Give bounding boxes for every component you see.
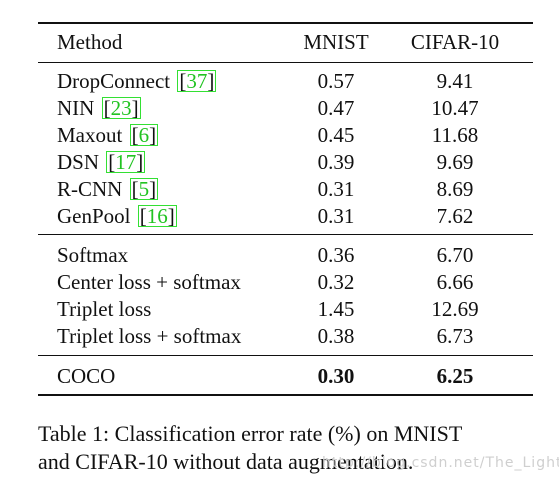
mnist-value: 0.30: [317, 364, 355, 388]
table-top-rule: [38, 22, 533, 24]
method-name: Triplet loss: [57, 297, 152, 321]
header-cifar: CIFAR-10: [410, 30, 500, 54]
citation-link[interactable]: 23: [101, 97, 141, 119]
header-mnist: MNIST: [303, 30, 369, 54]
cifar-value: 6.70: [436, 243, 474, 267]
cifar-value: 9.69: [436, 150, 474, 174]
header-method: Method: [57, 30, 123, 54]
cifar-value: 6.73: [436, 324, 474, 348]
method-name: DSN: [57, 150, 100, 174]
citation-link[interactable]: 17: [106, 151, 146, 173]
watermark: http://blog.csdn.net/The_Light_: [322, 455, 559, 471]
method-name: GenPool: [57, 204, 131, 228]
mnist-value: 0.39: [317, 150, 355, 174]
mnist-value: 0.47: [317, 96, 355, 120]
method-name: COCO: [57, 364, 116, 388]
table-header-rule: [38, 62, 533, 63]
mnist-value: 0.36: [317, 243, 355, 267]
mnist-value: 0.31: [317, 204, 355, 228]
cifar-value: 8.69: [436, 177, 474, 201]
cifar-value: 11.68: [431, 123, 479, 147]
table-caption: Table 1: Classification error rate (%) o…: [38, 420, 558, 476]
mnist-value: 0.32: [317, 270, 355, 294]
method-name: DropConnect: [57, 69, 171, 93]
citation-link[interactable]: 37: [177, 70, 217, 92]
citation-link[interactable]: 16: [137, 205, 177, 227]
caption-line-2: and CIFAR-10 without data augmentation.: [38, 449, 414, 474]
mnist-value: 0.45: [317, 123, 355, 147]
cifar-value: 12.69: [431, 297, 479, 321]
cifar-value: 6.66: [436, 270, 474, 294]
method-name: NIN: [57, 96, 95, 120]
method-name: Triplet loss + softmax: [57, 324, 242, 348]
method-name: Softmax: [57, 243, 129, 267]
mnist-value: 0.57: [317, 69, 355, 93]
citation-link[interactable]: 6: [129, 124, 159, 146]
method-name: Center loss + softmax: [57, 270, 241, 294]
mnist-value: 1.45: [317, 297, 355, 321]
mnist-value: 0.38: [317, 324, 355, 348]
cifar-value: 6.25: [436, 364, 474, 388]
citation-link[interactable]: 5: [129, 178, 159, 200]
cifar-value: 10.47: [431, 96, 479, 120]
caption-line-1: Table 1: Classification error rate (%) o…: [38, 421, 463, 446]
method-name: R-CNN: [57, 177, 123, 201]
cifar-value: 9.41: [436, 69, 474, 93]
mnist-value: 0.31: [317, 177, 355, 201]
table-group-rule-2: [38, 355, 533, 356]
table-group-rule-1: [38, 234, 533, 235]
method-name: Maxout: [57, 123, 123, 147]
cifar-value: 7.62: [436, 204, 474, 228]
table-bottom-rule: [38, 394, 533, 396]
